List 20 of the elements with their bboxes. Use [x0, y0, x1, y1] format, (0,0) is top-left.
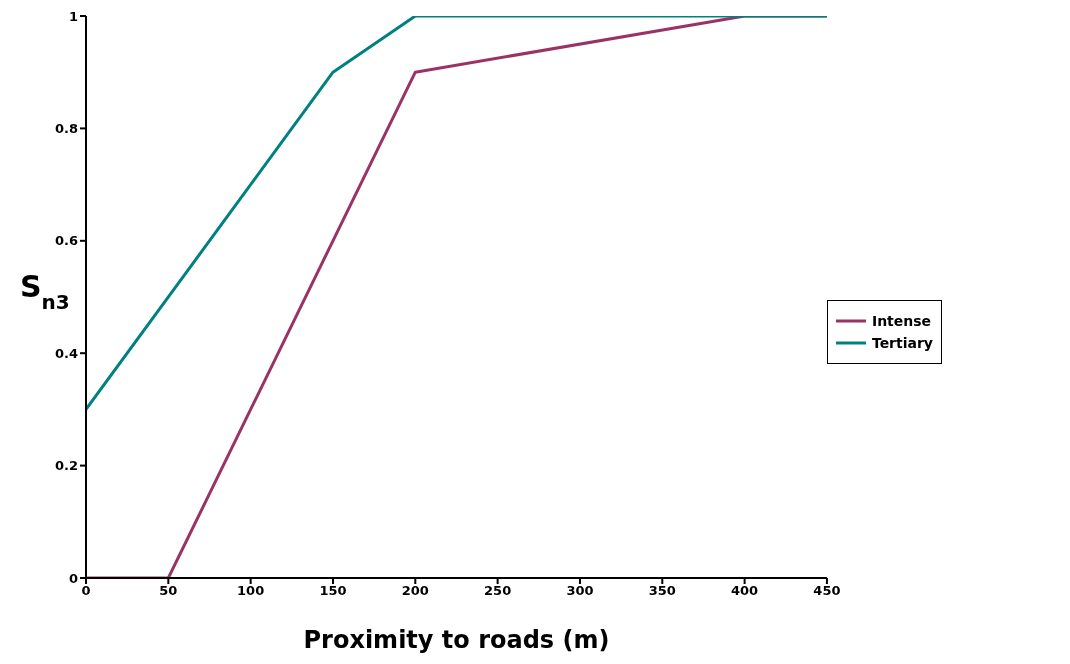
x-tick-label: 300	[566, 583, 594, 599]
x-tick-label: 150	[319, 583, 347, 599]
legend-label: Tertiary	[871, 335, 933, 351]
x-tick-label: 250	[484, 583, 512, 599]
y-tick-label: 0.4	[54, 345, 78, 361]
y-tick-label: 0.6	[54, 233, 78, 249]
x-tick-label: 50	[159, 583, 178, 599]
x-axis-title: Proximity to roads (m)	[303, 626, 610, 654]
x-tick-label: 400	[731, 583, 759, 599]
x-tick-label: 200	[401, 583, 429, 599]
y-tick-label: 0	[68, 570, 78, 586]
y-tick-label: 0.2	[54, 458, 78, 474]
x-tick-label: 100	[237, 583, 265, 599]
y-tick-label: 0.8	[54, 121, 78, 137]
x-tick-label: 450	[813, 583, 841, 599]
legend-label: Intense	[871, 313, 932, 329]
x-tick-label: 0	[81, 583, 91, 599]
y-tick-label: 1	[68, 8, 78, 24]
y-axis-title: S$_{n3}$	[20, 269, 70, 314]
x-tick-label: 350	[648, 583, 676, 599]
